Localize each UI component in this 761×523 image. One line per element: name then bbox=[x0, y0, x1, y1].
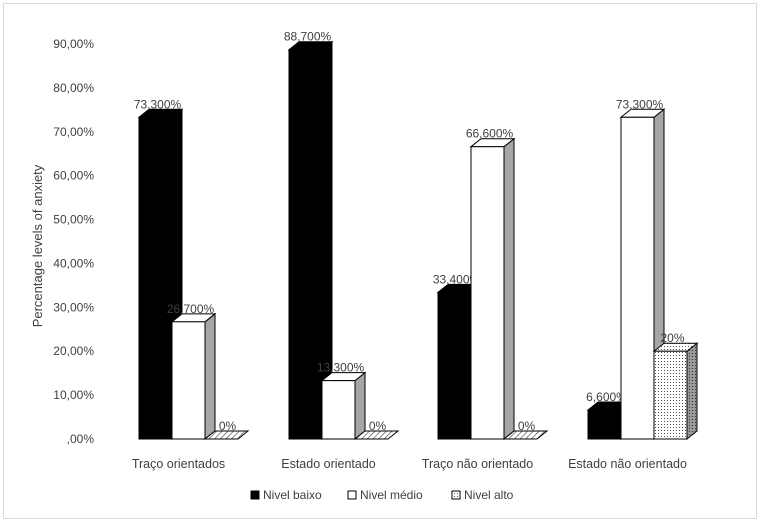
y-tick-label: 10,00% bbox=[53, 388, 94, 402]
y-tick-label: ,00% bbox=[67, 432, 95, 446]
bar-side-face bbox=[686, 342, 698, 441]
bar-front-face bbox=[321, 380, 356, 440]
data-label: 26,700% bbox=[167, 302, 215, 316]
bar-front-face bbox=[437, 291, 472, 440]
legend-item: Nivel alto bbox=[451, 488, 514, 502]
y-tick-label: 60,00% bbox=[53, 169, 94, 183]
category-label: Traço orientados bbox=[132, 457, 225, 471]
bar-groups: 73,300% 26,700% 0% 88,700% 13,300% 0% 33,400% 6… bbox=[134, 30, 699, 441]
data-label: 13,300% bbox=[317, 361, 365, 375]
bar bbox=[203, 430, 250, 440]
bar-zero-face bbox=[353, 430, 400, 440]
bar-front-face bbox=[171, 321, 206, 440]
chart-frame: Percentage levels of anxiety ,00% 10,00% 2… bbox=[3, 3, 757, 519]
data-label: 73,300% bbox=[616, 97, 664, 111]
data-label: 66,600% bbox=[466, 127, 514, 141]
bar-side-face bbox=[204, 312, 216, 441]
data-label: 20% bbox=[660, 331, 684, 345]
bar-front-face bbox=[138, 116, 173, 440]
legend-swatch bbox=[347, 490, 357, 500]
y-tick-label: 50,00% bbox=[53, 213, 94, 227]
bar bbox=[353, 430, 400, 440]
legend: Nivel baixo Nivel médio Nivel alto bbox=[250, 488, 514, 502]
data-label: 73,300% bbox=[134, 97, 182, 111]
category-label: Estado orientado bbox=[281, 457, 376, 471]
legend-item: Nivel médio bbox=[347, 488, 423, 502]
y-tick-label: 40,00% bbox=[53, 256, 94, 270]
data-label: 33,400% bbox=[433, 272, 481, 286]
legend-swatch bbox=[451, 490, 461, 500]
legend-label: Nivel alto bbox=[464, 488, 514, 502]
y-tick-label: 70,00% bbox=[53, 125, 94, 139]
bar bbox=[170, 312, 217, 441]
y-tick-label: 80,00% bbox=[53, 81, 94, 95]
legend-label: Nivel médio bbox=[360, 488, 423, 502]
bar-chart: Percentage levels of anxiety ,00% 10,00% 2… bbox=[30, 30, 699, 502]
legend-swatch bbox=[250, 490, 260, 500]
bar-front-face bbox=[587, 409, 622, 440]
y-tick-label: 90,00% bbox=[53, 37, 94, 51]
bar-front-face bbox=[653, 350, 688, 440]
category-axis: Traço orientados Estado orientado Traço nã… bbox=[132, 457, 687, 471]
legend-item: Nivel baixo bbox=[250, 488, 322, 502]
category-label: Estado não orientado bbox=[568, 457, 687, 471]
bar bbox=[320, 371, 367, 441]
y-tick-label: 20,00% bbox=[53, 344, 94, 358]
bar-side-face bbox=[503, 137, 515, 441]
data-label: 0% bbox=[219, 419, 237, 433]
y-tick-label: 30,00% bbox=[53, 300, 94, 314]
legend-label: Nivel baixo bbox=[263, 488, 322, 502]
bar-zero-face bbox=[203, 430, 250, 440]
data-label: 0% bbox=[518, 419, 536, 433]
data-label: 0% bbox=[369, 419, 387, 433]
bar-front-face bbox=[470, 146, 505, 440]
data-label: 6,600% bbox=[586, 390, 627, 404]
bar-front-face bbox=[288, 49, 323, 440]
bar bbox=[502, 430, 549, 440]
data-label: 88,700% bbox=[284, 30, 332, 44]
y-axis: ,00% 10,00% 20,00% 30,00% 40,00% 50,00% 60,00%… bbox=[53, 37, 94, 446]
bar bbox=[652, 342, 699, 441]
bar-front-face bbox=[620, 116, 655, 440]
bar bbox=[287, 40, 334, 441]
bar-zero-face bbox=[502, 430, 549, 440]
bar bbox=[469, 137, 516, 441]
category-label: Traço não orientado bbox=[422, 457, 533, 471]
y-axis-title: Percentage levels of anxiety bbox=[30, 164, 45, 327]
bar-side-face bbox=[354, 371, 366, 441]
